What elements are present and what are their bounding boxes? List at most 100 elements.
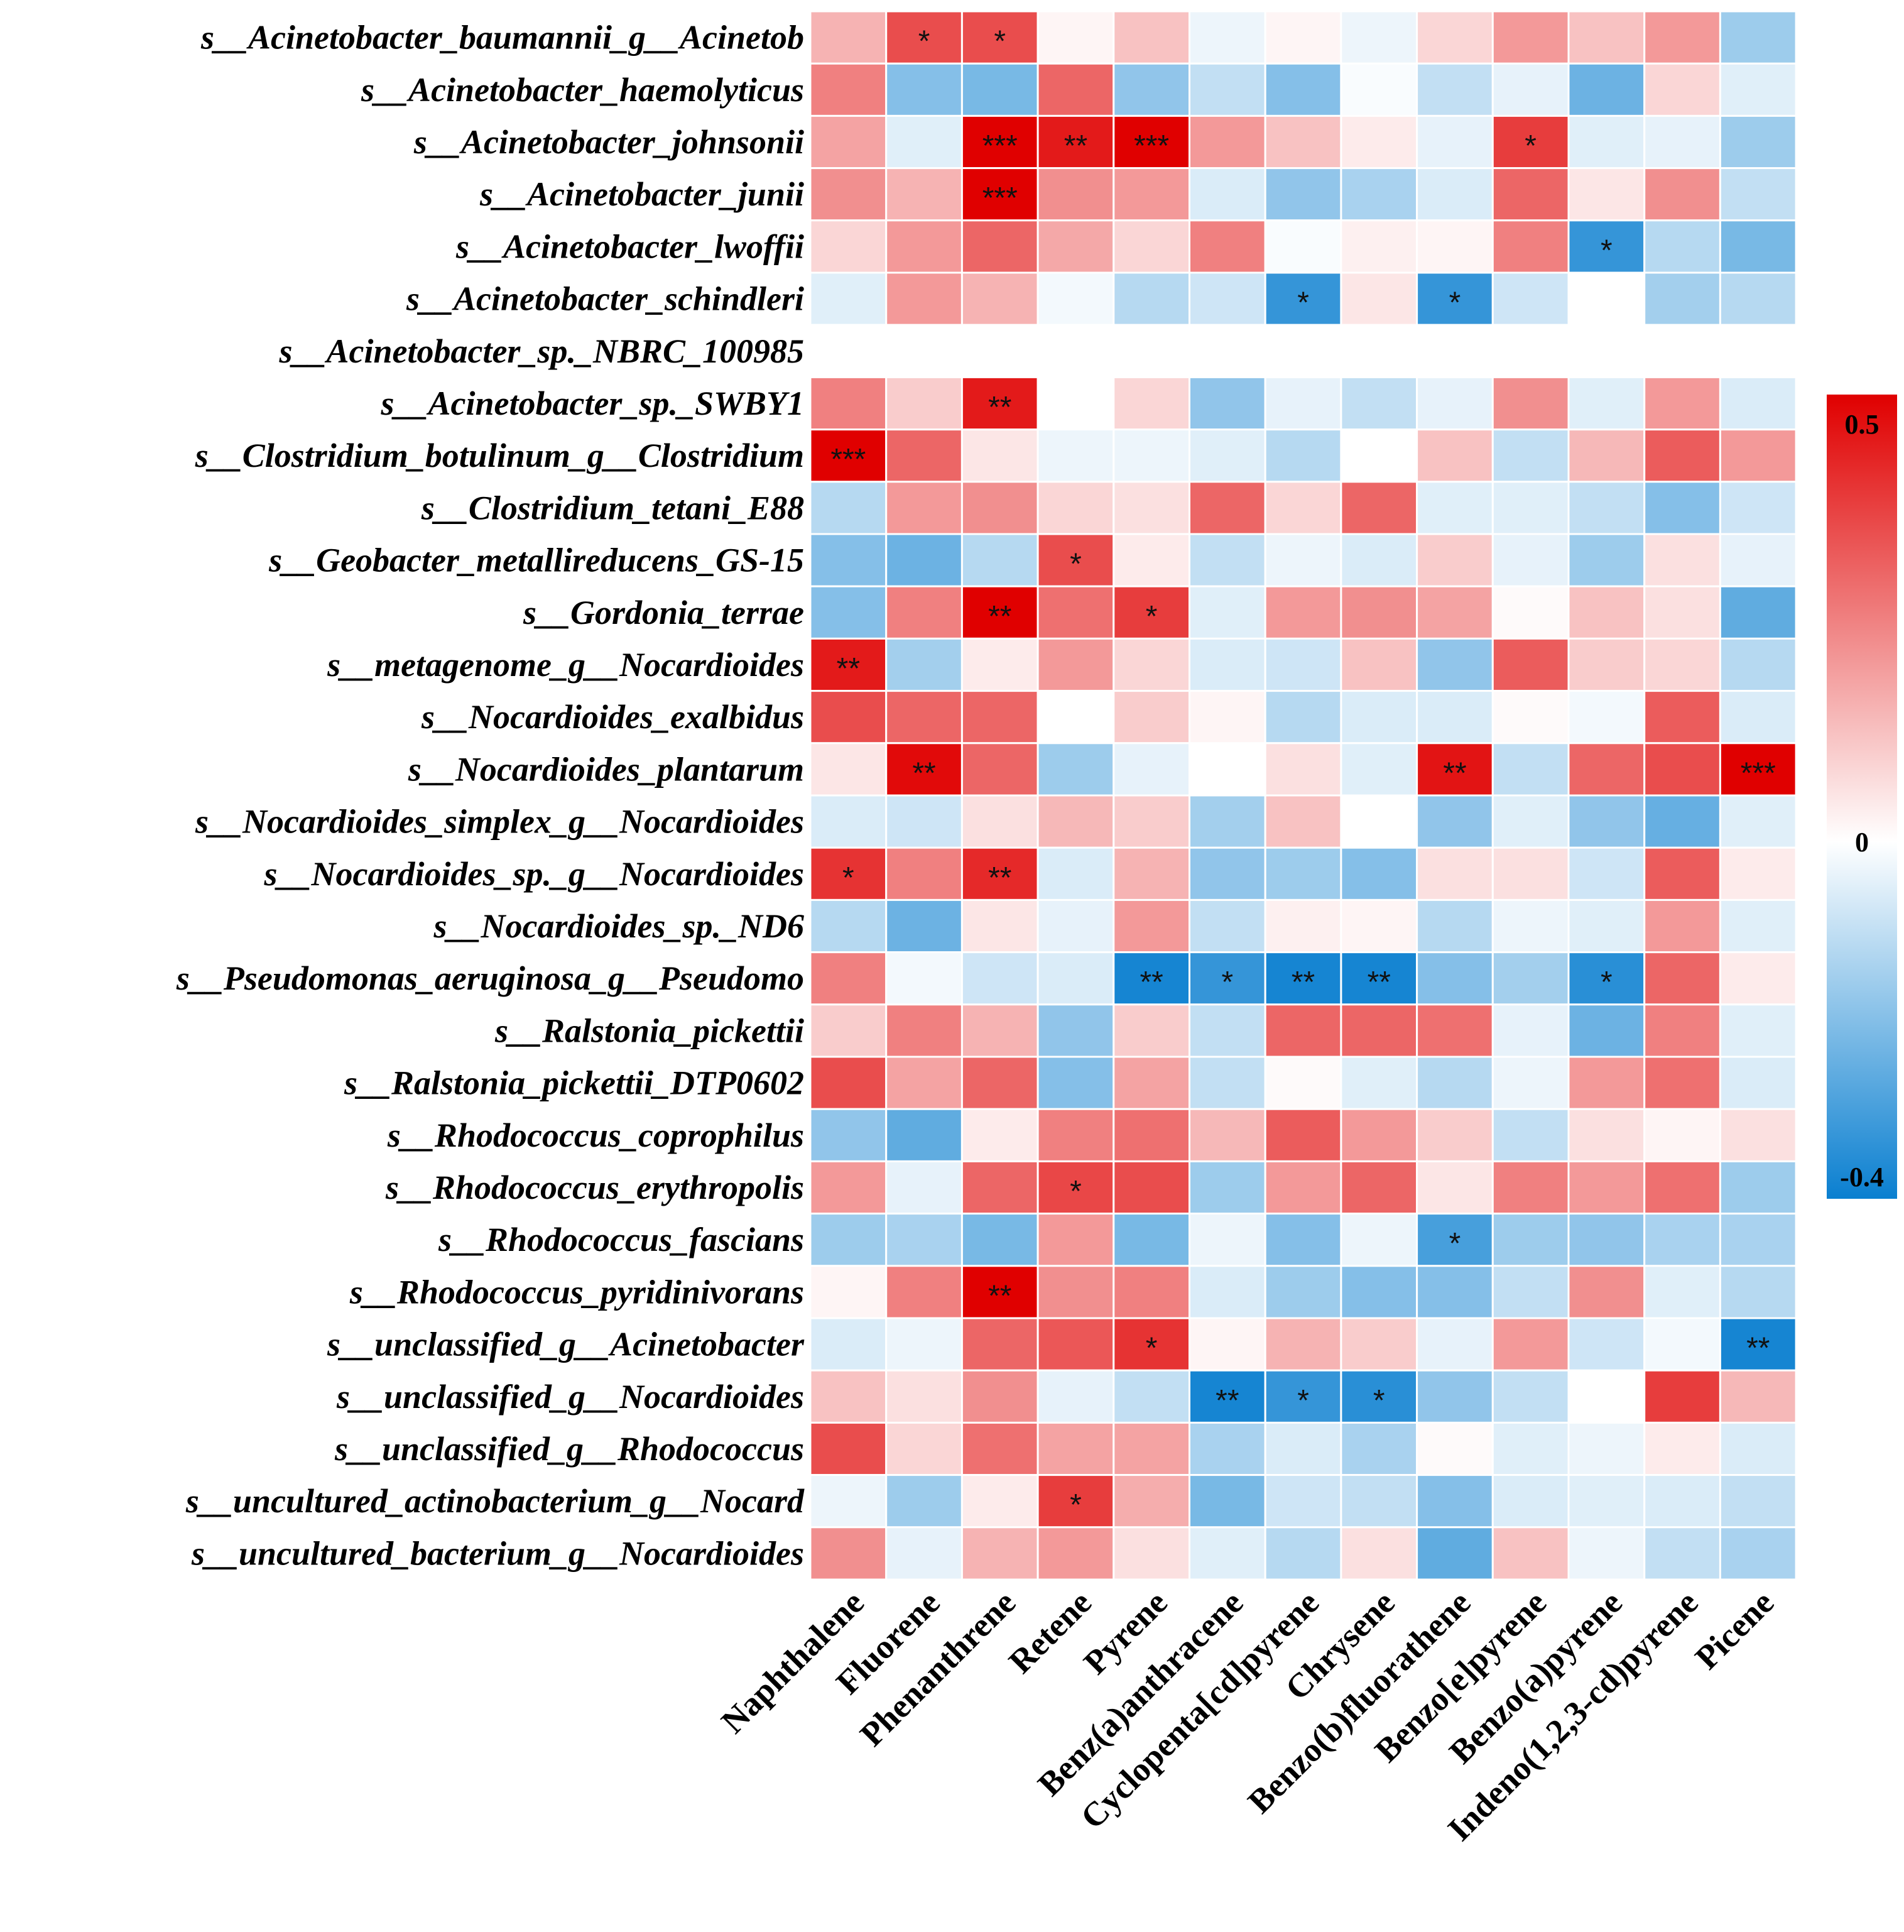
heatmap-cell	[1112, 271, 1191, 326]
heatmap-cell	[1036, 637, 1115, 692]
significance-mark: **	[912, 756, 935, 790]
heatmap-cell	[885, 533, 963, 587]
heatmap-cell	[1416, 1003, 1494, 1058]
legend-mid-label: 0	[1855, 827, 1869, 858]
heatmap-cell	[1036, 585, 1115, 640]
heatmap-cell	[960, 1003, 1039, 1058]
heatmap-cell	[1567, 637, 1646, 692]
heatmap-cell	[1036, 376, 1115, 431]
heatmap-cell	[1189, 1265, 1266, 1319]
heatmap-cell	[885, 481, 963, 535]
heatmap-cell	[1416, 1265, 1494, 1319]
heatmap-cell	[1567, 114, 1646, 170]
heatmap-cell	[1189, 481, 1266, 535]
heatmap-cell	[1264, 1213, 1342, 1267]
significance-mark: *	[918, 25, 930, 58]
heatmap-cell	[885, 376, 963, 431]
heatmap-cell	[1567, 1265, 1646, 1319]
heatmap-cell	[1264, 1474, 1342, 1529]
heatmap-cell	[809, 324, 888, 378]
legend-min-label: -0.4	[1840, 1162, 1884, 1192]
heatmap-cell	[1112, 794, 1191, 849]
row-label: s__Nocardioides_plantarum	[408, 750, 804, 788]
row-label: s__unclassified_g__Nocardioides	[336, 1378, 804, 1416]
heatmap-cell	[960, 846, 1039, 901]
column-labels: NaphthaleneFluorenePhenanthreneRetenePyr…	[714, 1583, 1781, 1848]
heatmap-cell	[960, 271, 1039, 326]
heatmap-cell	[1643, 219, 1721, 274]
heatmap-cell	[1719, 1317, 1797, 1372]
heatmap-cell	[1719, 846, 1797, 901]
heatmap-cell	[809, 898, 888, 954]
row-label: s__Acinetobacter_haemolyticus	[361, 71, 804, 109]
heatmap-cell	[1491, 951, 1570, 1006]
heatmap-cell	[1567, 428, 1646, 483]
heatmap-cell	[1491, 1108, 1570, 1162]
heatmap-cell	[1112, 1056, 1191, 1110]
row-label: s__Rhodococcus_pyridinivorans	[349, 1273, 804, 1311]
significance-mark: **	[1292, 966, 1315, 999]
heatmap-cell	[1189, 690, 1266, 745]
heatmap-cell	[1036, 324, 1115, 378]
heatmap-cell	[1189, 898, 1266, 954]
heatmap-cell	[1189, 585, 1266, 640]
heatmap-cell	[1491, 533, 1570, 587]
column-label: Retene	[1001, 1583, 1099, 1681]
heatmap-cell	[1189, 114, 1266, 170]
heatmap-cell	[1112, 376, 1191, 431]
heatmap-cell	[1189, 324, 1266, 378]
heatmap-cell	[1491, 62, 1570, 117]
significance-mark: *	[1525, 129, 1537, 163]
heatmap-cell	[885, 167, 963, 222]
heatmap-cell	[1189, 1526, 1266, 1581]
heatmap-cell	[1567, 10, 1646, 65]
heatmap-cell	[1264, 167, 1342, 222]
heatmap-cell	[1719, 1160, 1797, 1215]
heatmap-cell	[809, 690, 888, 745]
heatmap-cell	[1189, 1160, 1266, 1215]
heatmap-cell	[809, 1213, 888, 1267]
heatmap-cell	[885, 951, 963, 1006]
significance-mark: *	[1373, 1384, 1385, 1417]
heatmap-cell	[1643, 690, 1721, 745]
row-label: s__uncultured_actinobacterium_g__Nocard	[185, 1482, 805, 1520]
heatmap-cell	[960, 1421, 1039, 1476]
heatmap-cell	[1643, 533, 1721, 587]
heatmap-cell	[1264, 1265, 1342, 1319]
significance-mark: ***	[982, 129, 1018, 163]
heatmap-cell	[1567, 846, 1646, 901]
heatmap-cell	[1643, 637, 1721, 692]
heatmap-cell	[809, 1317, 888, 1372]
heatmap-cell	[1112, 1526, 1191, 1581]
heatmap-cell	[1264, 1003, 1342, 1058]
heatmap-cell	[1643, 1526, 1721, 1581]
row-label: s__uncultured_bacterium_g__Nocardioides	[191, 1534, 804, 1572]
heatmap-cell	[1719, 10, 1797, 65]
heatmap-cell	[1112, 10, 1191, 65]
heatmap-cell	[1416, 114, 1494, 170]
heatmap-cell	[885, 271, 963, 326]
heatmap-cell	[1189, 533, 1266, 587]
heatmap-cell	[1112, 637, 1191, 692]
heatmap-cell	[1036, 1369, 1115, 1424]
heatmap-cell	[1036, 1108, 1115, 1162]
heatmap-cell	[1264, 794, 1342, 849]
row-label: s__metagenome_g__Nocardioides	[327, 646, 804, 684]
heatmap-cells	[809, 10, 1797, 1581]
heatmap-cell	[1416, 219, 1494, 274]
heatmap-cell	[1112, 846, 1191, 901]
heatmap-cell	[1416, 898, 1494, 954]
heatmap-cell	[809, 271, 888, 326]
heatmap-cell	[1340, 62, 1418, 117]
heatmap-cell	[960, 1369, 1039, 1424]
heatmap-cell	[1189, 219, 1266, 274]
heatmap-cell	[1340, 219, 1418, 274]
heatmap-cell	[1567, 324, 1646, 378]
significance-mark: *	[1222, 966, 1234, 999]
heatmap-cell	[1719, 114, 1797, 170]
heatmap-cell	[960, 742, 1039, 797]
heatmap-cell	[1340, 1003, 1418, 1058]
heatmap-cell	[1340, 1317, 1418, 1372]
row-label: s__Rhodococcus_fascians	[438, 1221, 804, 1258]
heatmap-cell	[1340, 1213, 1418, 1267]
